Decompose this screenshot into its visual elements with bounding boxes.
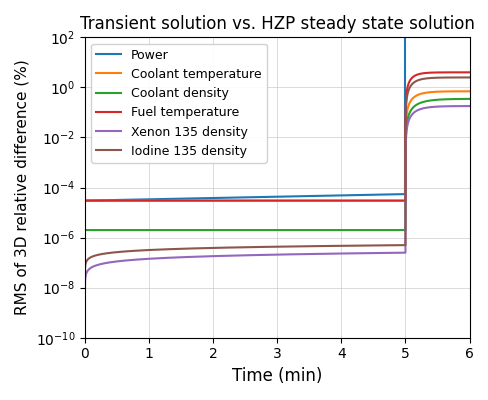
Line: Coolant temperature: Coolant temperature (85, 91, 468, 201)
Power (334, 193, 340, 198)
Coolant density (466, 96, 471, 101)
Line: Power: Power (85, 194, 405, 201)
Line: Coolant density: Coolant density (85, 99, 468, 230)
Coolant density (419, 100, 425, 104)
Coolant temperature (431, 90, 437, 94)
Iodine 135 density (419, 76, 425, 81)
Coolant temperature (305, 198, 311, 203)
Iodine 135 density (305, 244, 311, 249)
Xenon 135 density (237, 253, 243, 258)
Xenon 135 density (90, 264, 96, 269)
Coolant temperature (237, 198, 243, 203)
Coolant density (82, 228, 88, 232)
Coolant density (305, 228, 311, 232)
Xenon 135 density (305, 252, 311, 256)
Iodine 135 density (431, 75, 437, 80)
Title: Transient solution vs. HZP steady state solution: Transient solution vs. HZP steady state … (80, 15, 474, 33)
Fuel temperature (431, 70, 437, 75)
Fuel temperature (237, 198, 243, 203)
Xenon 135 density (406, 115, 412, 120)
Fuel temperature (419, 71, 425, 76)
Coolant temperature (82, 198, 88, 203)
Coolant temperature (406, 100, 412, 104)
Coolant density (406, 110, 412, 114)
Coolant density (431, 98, 437, 102)
Xenon 135 density (419, 106, 425, 111)
Power (392, 192, 398, 197)
Coolant density (90, 228, 96, 232)
Coolant temperature (466, 89, 471, 94)
Coolant temperature (90, 198, 96, 203)
Fuel temperature (90, 198, 96, 203)
Iodine 135 density (466, 75, 471, 80)
Iodine 135 density (82, 276, 88, 280)
Power (82, 198, 88, 203)
Y-axis label: RMS of 3D relative difference (%): RMS of 3D relative difference (%) (15, 60, 30, 316)
Coolant temperature (419, 91, 425, 96)
Line: Iodine 135 density: Iodine 135 density (85, 78, 468, 278)
X-axis label: Time (min): Time (min) (232, 367, 322, 385)
Iodine 135 density (406, 85, 412, 90)
Coolant density (237, 228, 243, 232)
Power (402, 192, 407, 196)
Fuel temperature (305, 198, 311, 203)
Fuel temperature (466, 70, 471, 75)
Xenon 135 density (82, 291, 88, 296)
Legend: Power, Coolant temperature, Coolant density, Fuel temperature, Xenon 135 density: Power, Coolant temperature, Coolant dens… (91, 44, 266, 163)
Fuel temperature (406, 78, 412, 83)
Power (98, 198, 104, 203)
Line: Xenon 135 density: Xenon 135 density (85, 106, 468, 294)
Iodine 135 density (90, 254, 96, 259)
Power (392, 192, 398, 197)
Power (237, 195, 243, 200)
Xenon 135 density (431, 104, 437, 109)
Fuel temperature (82, 198, 88, 203)
Iodine 135 density (237, 245, 243, 250)
Xenon 135 density (466, 104, 471, 108)
Power (229, 195, 235, 200)
Line: Fuel temperature: Fuel temperature (85, 72, 468, 201)
